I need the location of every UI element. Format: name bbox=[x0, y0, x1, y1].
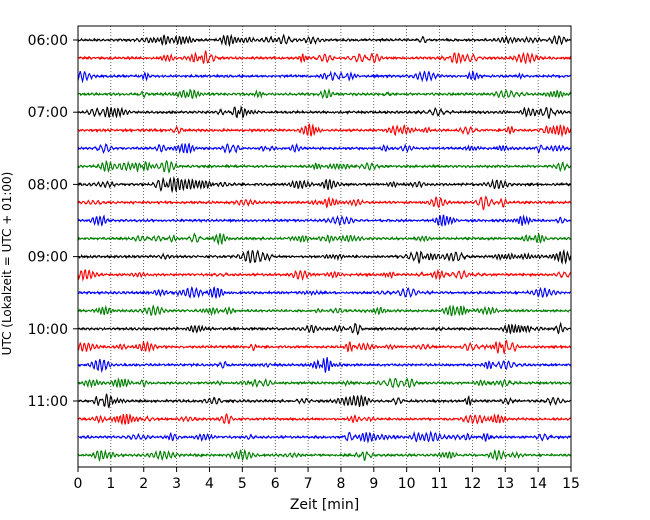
trace-row-5 bbox=[77, 123, 572, 138]
trace-row-22 bbox=[77, 430, 572, 444]
trace-row-19 bbox=[77, 377, 572, 389]
x-tick-label: 12 bbox=[463, 476, 481, 492]
trace-row-3 bbox=[77, 88, 572, 100]
x-axis-ticks: 0 1 2 3 4 5 6 7 8 9 10 11 12 13 14 15 bbox=[74, 467, 580, 492]
y-tick-label: 07:00 bbox=[28, 105, 68, 121]
trace-row-1 bbox=[77, 50, 572, 65]
trace-row-18 bbox=[77, 357, 572, 374]
x-tick-label: 7 bbox=[304, 476, 313, 492]
y-tick-label: 11:00 bbox=[28, 394, 68, 410]
y-tick-label: 10:00 bbox=[28, 322, 68, 338]
trace-row-20 bbox=[77, 393, 572, 409]
trace-row-2 bbox=[77, 70, 572, 84]
y-tick-label: 08:00 bbox=[28, 177, 68, 193]
x-tick-label: 1 bbox=[106, 476, 115, 492]
x-tick-label: 11 bbox=[431, 476, 449, 492]
x-axis-label: Zeit [min] bbox=[290, 497, 359, 513]
x-tick-label: 5 bbox=[238, 476, 247, 492]
x-tick-label: 3 bbox=[172, 476, 181, 492]
trace-row-8 bbox=[77, 175, 572, 194]
y-axis-ticks: 06:00 07:00 08:00 09:00 10:00 11:00 bbox=[28, 33, 78, 410]
y-tick-label: 06:00 bbox=[28, 33, 68, 49]
trace-row-13 bbox=[77, 268, 572, 282]
x-tick-label: 6 bbox=[271, 476, 280, 492]
x-tick-label: 0 bbox=[74, 476, 83, 492]
x-tick-label: 13 bbox=[496, 476, 514, 492]
trace-row-0 bbox=[77, 33, 572, 48]
x-tick-label: 14 bbox=[529, 476, 547, 492]
trace-row-6 bbox=[77, 142, 572, 155]
x-tick-label: 8 bbox=[336, 476, 345, 492]
trace-row-4 bbox=[77, 105, 572, 120]
trace-row-14 bbox=[77, 286, 572, 299]
x-tick-label: 2 bbox=[139, 476, 148, 492]
trace-row-7 bbox=[77, 159, 572, 174]
trace-row-15 bbox=[77, 304, 572, 317]
y-tick-label: 09:00 bbox=[28, 250, 68, 266]
x-tick-label: 9 bbox=[369, 476, 378, 492]
y-axis-label: UTC (Lokalzeit = UTC + 01:00) bbox=[0, 172, 14, 356]
trace-row-16 bbox=[77, 321, 572, 336]
x-tick-label: 15 bbox=[562, 476, 580, 492]
trace-row-9 bbox=[77, 195, 572, 211]
trace-row-12 bbox=[77, 248, 572, 265]
x-tick-label: 4 bbox=[205, 476, 214, 492]
x-tick-label: 10 bbox=[398, 476, 416, 492]
trace-layer bbox=[77, 33, 572, 462]
trace-row-11 bbox=[77, 232, 572, 246]
trace-row-21 bbox=[77, 413, 572, 426]
trace-row-23 bbox=[77, 448, 572, 462]
plot-frame bbox=[77, 25, 572, 468]
trace-row-17 bbox=[77, 339, 572, 355]
trace-row-10 bbox=[77, 214, 572, 227]
